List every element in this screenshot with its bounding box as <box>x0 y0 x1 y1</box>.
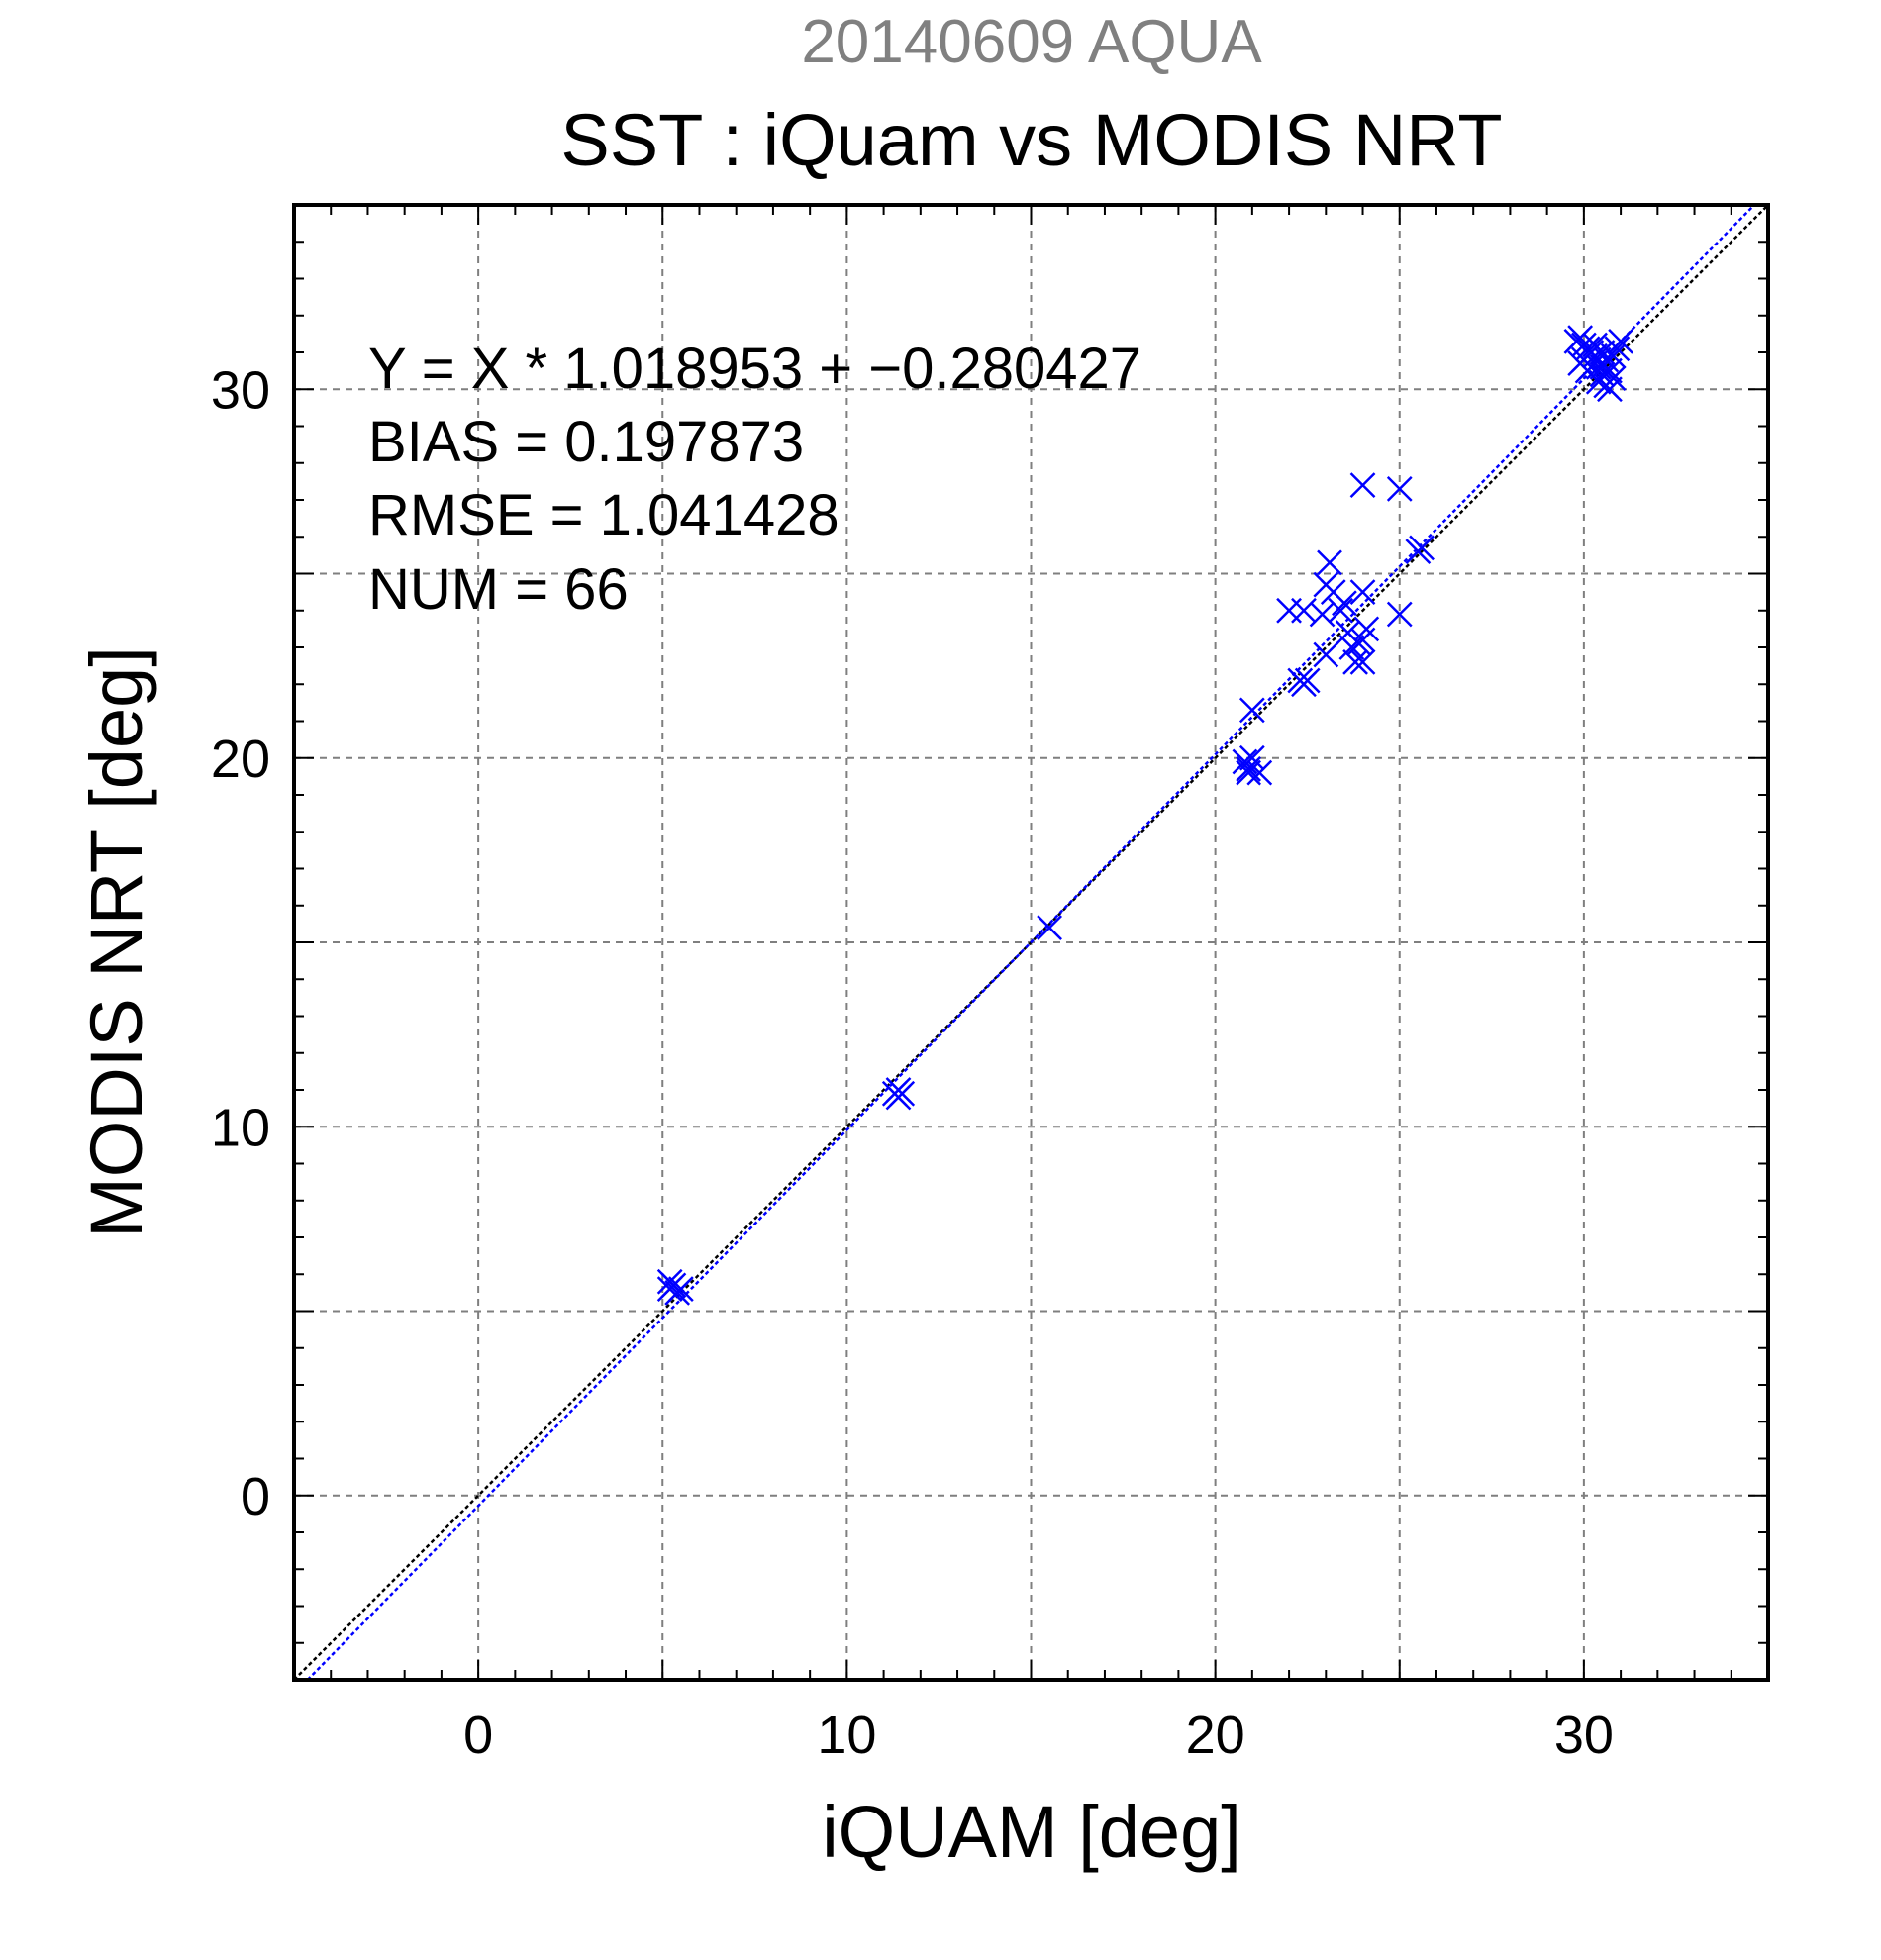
data-point <box>1313 641 1339 668</box>
data-point <box>1349 649 1376 675</box>
data-point <box>1338 635 1365 660</box>
x-tick-label: 10 <box>817 1706 876 1765</box>
data-point <box>1386 601 1413 628</box>
data-point <box>1353 616 1380 642</box>
data-point <box>667 1276 694 1303</box>
data-point <box>1317 549 1342 576</box>
grid-layer <box>294 205 1768 1680</box>
y-tick-label: 0 <box>241 1467 270 1526</box>
data-point <box>1386 475 1413 502</box>
data-point <box>1349 472 1376 498</box>
data-point <box>1608 328 1634 354</box>
y-tick-label: 30 <box>211 360 270 420</box>
data-point <box>656 1268 683 1295</box>
data-point <box>1349 579 1376 606</box>
data-points <box>656 325 1634 1306</box>
data-point <box>1276 597 1302 624</box>
data-point <box>1294 667 1321 694</box>
data-point <box>1332 590 1357 617</box>
data-point <box>1236 759 1262 786</box>
data-point <box>1291 597 1317 624</box>
data-point <box>1236 756 1262 782</box>
plot-frame <box>292 203 1770 1682</box>
x-tick-label: 30 <box>1554 1706 1614 1765</box>
data-point <box>1309 601 1336 628</box>
stats-line-1: Y = X * 1.018953 + −0.280427 <box>368 337 1141 401</box>
fit-line <box>306 204 1755 1681</box>
chart-supertitle: 20140609 AQUA <box>801 8 1262 76</box>
chart-title: SST : iQuam vs MODIS NRT <box>560 99 1502 181</box>
data-point <box>1328 597 1354 624</box>
x-tick-label: 0 <box>463 1706 493 1765</box>
data-point <box>1567 325 1594 350</box>
data-point <box>1567 350 1594 377</box>
data-point <box>1409 535 1435 561</box>
y-tick-label: 20 <box>211 730 270 789</box>
tick-labels: 0 10 20 30 0 10 20 30 <box>211 360 1614 1765</box>
y-tick-label: 10 <box>211 1098 270 1157</box>
x-tick-label: 20 <box>1186 1706 1245 1765</box>
data-point <box>1037 915 1062 940</box>
stats-line-3: RMSE = 1.041428 <box>368 483 840 547</box>
y-axis-label: MODIS NRT [deg] <box>75 646 157 1238</box>
data-point <box>1238 697 1265 724</box>
stats-line-4: NUM = 66 <box>368 557 629 622</box>
x-axis-label: iQUAM [deg] <box>822 1791 1241 1873</box>
data-point <box>885 1084 912 1111</box>
reference-lines <box>293 204 1769 1681</box>
stats-line-2: BIAS = 0.197873 <box>368 410 804 474</box>
data-point <box>1593 346 1620 373</box>
data-point <box>1589 354 1616 380</box>
